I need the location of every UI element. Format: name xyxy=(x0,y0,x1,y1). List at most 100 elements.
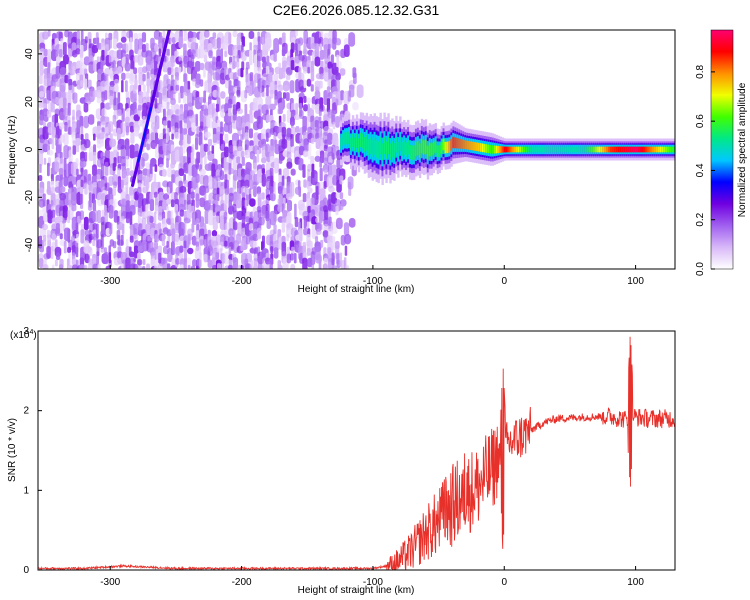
noise-cell xyxy=(274,161,277,174)
noise-cell xyxy=(121,179,124,190)
band-cell xyxy=(667,146,670,153)
noise-cell xyxy=(228,107,232,117)
noise-cell xyxy=(133,32,138,40)
noise-cell xyxy=(71,176,77,185)
noise-cell xyxy=(285,92,290,101)
noise-cell xyxy=(289,253,294,261)
band-cell xyxy=(535,146,538,153)
band-cell xyxy=(450,139,453,151)
band-cell xyxy=(397,141,400,157)
noise-cell xyxy=(179,113,185,121)
band-cell xyxy=(649,146,652,153)
noise-cell xyxy=(38,257,44,269)
band-cell xyxy=(503,146,506,153)
noise-cell xyxy=(101,91,105,103)
x-tick-label: 0 xyxy=(501,276,507,287)
x-tick-label: -200 xyxy=(232,276,252,287)
band-cell xyxy=(456,137,459,149)
band-cell xyxy=(487,144,491,154)
noise-cell xyxy=(46,109,52,118)
noise-cell xyxy=(162,30,166,40)
noise-cell xyxy=(121,80,124,93)
band-cell xyxy=(590,146,593,153)
noise-cell xyxy=(270,192,276,202)
noise-cell xyxy=(232,122,238,129)
noise-cell xyxy=(124,80,128,93)
noise-cell xyxy=(137,186,142,196)
noise-cell xyxy=(311,103,316,110)
noise-cell xyxy=(59,215,63,223)
band-cell xyxy=(523,146,526,153)
noise-cell xyxy=(261,36,265,45)
noise-cell xyxy=(237,128,241,137)
noise-cell xyxy=(261,241,264,251)
band-cell xyxy=(353,137,357,152)
noise-cell xyxy=(109,38,112,49)
band-cell xyxy=(511,146,514,153)
noise-cell xyxy=(87,199,93,211)
noise-cell xyxy=(125,211,130,224)
noise-cell xyxy=(191,31,197,39)
noise-cell xyxy=(68,264,73,269)
noise-cell xyxy=(261,192,265,200)
noise-cell xyxy=(270,246,274,254)
band-cell xyxy=(426,145,430,160)
noise-cell xyxy=(240,67,244,78)
noise-cell xyxy=(207,114,213,129)
noise-cell xyxy=(331,164,337,177)
band-cell xyxy=(661,146,664,153)
band-cell xyxy=(468,141,471,150)
noise-cell xyxy=(154,246,158,261)
band-cell xyxy=(472,141,475,151)
noise-cell xyxy=(71,203,77,212)
noise-cell xyxy=(261,168,266,175)
noise-cell xyxy=(244,132,249,141)
noise-cell xyxy=(249,42,252,52)
band-cell xyxy=(623,146,627,153)
band-cell xyxy=(556,146,560,153)
noise-cell xyxy=(322,263,328,269)
noise-cell xyxy=(265,65,270,75)
band-cell xyxy=(537,146,540,153)
noise-cell xyxy=(195,60,201,72)
noise-cell xyxy=(187,80,191,90)
noise-cell xyxy=(96,89,102,104)
noise-cell xyxy=(339,203,344,211)
noise-cell xyxy=(112,162,116,172)
band-cell xyxy=(414,141,418,157)
noise-cell xyxy=(91,44,99,54)
band-cell xyxy=(462,139,465,149)
noise-cell xyxy=(104,175,108,184)
noise-cell xyxy=(203,254,208,263)
noise-cell xyxy=(55,96,59,105)
noise-cell xyxy=(281,66,286,79)
noise-cell xyxy=(277,185,283,195)
noise-cell xyxy=(339,175,344,185)
band-cell xyxy=(671,146,674,153)
noise-cell xyxy=(348,32,356,47)
noise-cell xyxy=(319,223,323,231)
noise-cell xyxy=(171,133,174,140)
noise-cell xyxy=(68,181,73,189)
noise-cell xyxy=(331,54,334,64)
noise-cell xyxy=(163,120,167,131)
band-cell xyxy=(647,146,650,153)
noise-cell xyxy=(306,97,311,104)
noise-cell xyxy=(64,211,68,221)
noise-cell xyxy=(133,234,139,242)
band-cell xyxy=(608,146,611,153)
x-tick-label: -300 xyxy=(100,276,120,287)
noise-cell xyxy=(203,108,210,117)
noise-cell xyxy=(93,151,97,168)
band-cell xyxy=(412,145,416,160)
noise-cell xyxy=(274,96,278,106)
noise-cell xyxy=(163,193,170,201)
noise-cell xyxy=(178,36,184,49)
noise-cell xyxy=(190,265,196,269)
band-cell xyxy=(548,146,552,153)
band-cell xyxy=(454,137,457,149)
noise-cell xyxy=(191,235,198,246)
band-cell xyxy=(659,146,662,153)
noise-cell xyxy=(245,61,250,70)
noise-cell xyxy=(285,74,291,81)
